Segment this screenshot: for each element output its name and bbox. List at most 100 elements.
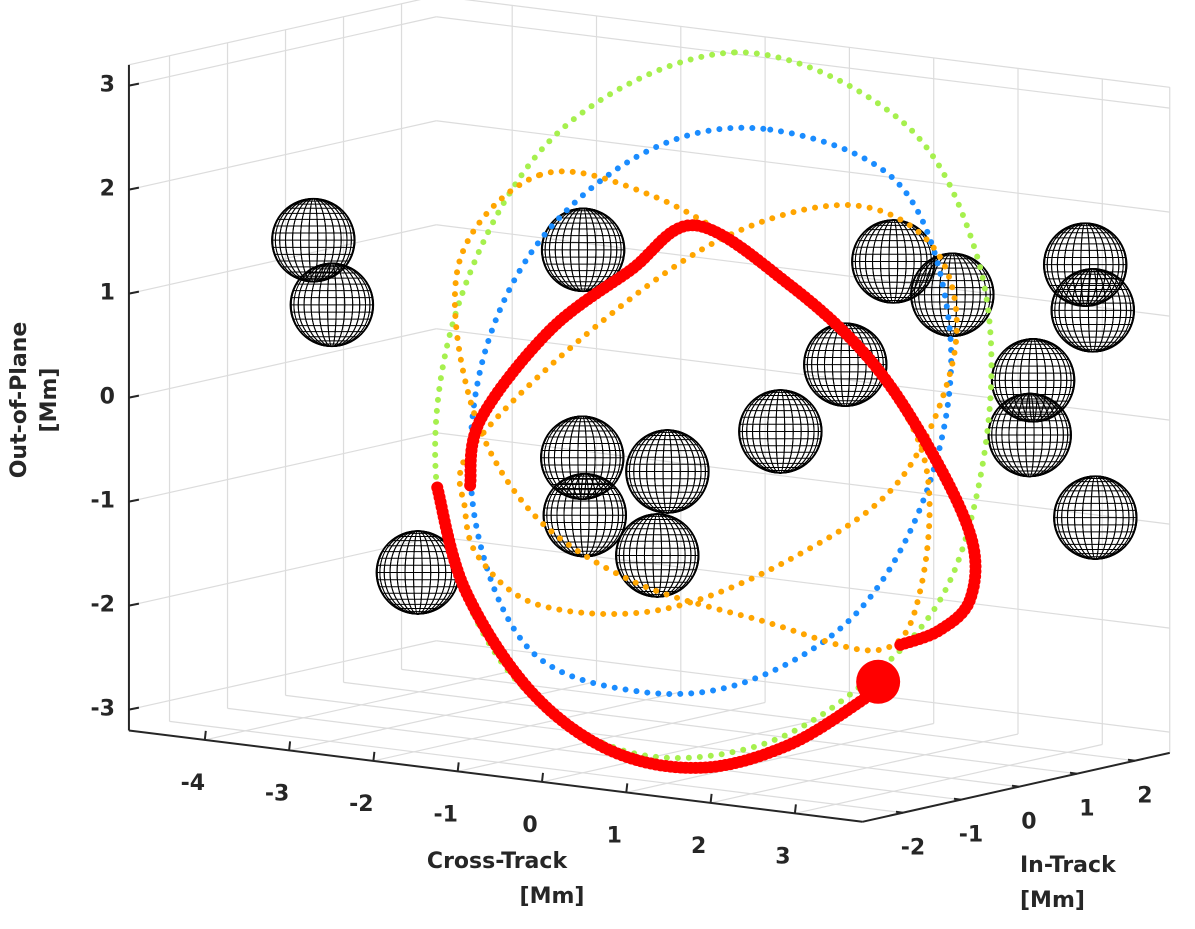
sphere [851,219,936,304]
x-axis [128,729,863,823]
y-tick-label: -2 [901,836,925,861]
sphere [738,389,823,474]
x-tick-label: -4 [181,771,205,796]
grid-line [626,722,934,793]
box-edge [463,0,1170,88]
x-tick [709,793,713,804]
sphere [271,197,356,283]
grid-line [128,120,437,191]
y-axis-label: In-Track [1020,853,1117,878]
grid-line [128,224,437,295]
x-tick [456,762,460,772]
grid-line [288,680,597,751]
grid-line [436,640,1170,733]
sphere [990,338,1076,423]
x-tick [793,804,797,814]
x-axis-label: Cross-Track [427,849,569,874]
sphere [540,207,626,293]
grid-line [457,701,766,772]
x-tick-label: -3 [265,781,289,806]
sphere [625,429,710,514]
grid-line [436,16,1170,109]
grid-line [541,712,850,783]
orbit [431,481,876,774]
orbit [467,124,955,697]
sphere [289,262,375,348]
x-tick-label: 3 [775,844,790,869]
grid-line [373,691,681,762]
y-tick-label: 0 [1021,810,1036,835]
y-tick [953,797,962,801]
z-tick [128,706,140,711]
sphere [540,415,625,500]
z-tick [128,602,140,607]
x-axis-label: [Mm] [520,884,585,909]
sphere [910,252,995,338]
current-position [856,659,901,704]
sphere [803,322,888,407]
sphere [987,392,1072,478]
z-tick [128,82,140,87]
grid-line [436,536,1170,629]
grid-line [227,707,962,801]
z-tick-label: -3 [90,697,114,722]
orbits [431,49,995,774]
y-axis [862,751,1170,823]
axes: -3 -2 -1 0 1 2 3 -4 -3 -2 -1 0 1 2 3 -2 -1 0 1 2 [90,64,1170,869]
grid-line [436,432,1170,525]
x-tick [625,783,629,793]
z-tick [128,498,140,503]
grid-line [128,16,437,87]
y-tick [1069,771,1078,775]
orbit [456,202,960,618]
x-tick [541,772,544,783]
y-tick [1011,784,1020,788]
y-tick-label: 1 [1079,797,1094,822]
grid-line [204,670,513,741]
grid-line [285,694,1020,788]
x-tick-label: 1 [607,823,622,848]
y-tick-label: -1 [959,823,983,848]
grid-line [436,328,1170,421]
z-tick-label: 1 [100,281,115,306]
grid-line [169,720,904,814]
grid-line [128,328,437,399]
box-edge [128,0,422,66]
grid-line [794,743,1103,814]
x-tick [288,741,292,751]
y-tick-label: 2 [1137,784,1152,809]
grid-line [128,640,437,711]
y-tick [1127,758,1136,762]
sphere [1050,268,1136,353]
x-tick-label: -1 [433,802,457,827]
grid-line [710,733,1019,804]
obstacles [271,197,1138,615]
z-tick-label: 3 [100,73,115,98]
x-tick-label: 2 [691,834,706,859]
x-tick [372,751,376,762]
x-tick-label: -2 [349,792,373,817]
z-tick [128,290,140,295]
sphere [615,513,700,598]
y-axis-label: [Mm] [1020,888,1085,913]
orbit [464,219,982,652]
z-tick-label: 0 [100,385,115,410]
grid-line [128,432,437,503]
x-tick [203,730,207,741]
sphere [1053,475,1138,560]
z-tick [128,186,140,191]
sphere [542,473,628,558]
sphere [1042,222,1128,307]
z-axis-label: [Mm] [37,368,62,433]
x-tick-label: 0 [522,813,537,838]
grid-line [436,224,1170,317]
grid-line [343,681,1078,775]
z-axis-label: Out-of-Plane [7,322,32,479]
z-tick [128,394,140,399]
z-tick-label: -2 [90,593,114,618]
z-tick-label: -1 [90,489,114,514]
y-tick [895,810,904,814]
z-tick-label: 2 [100,177,115,202]
